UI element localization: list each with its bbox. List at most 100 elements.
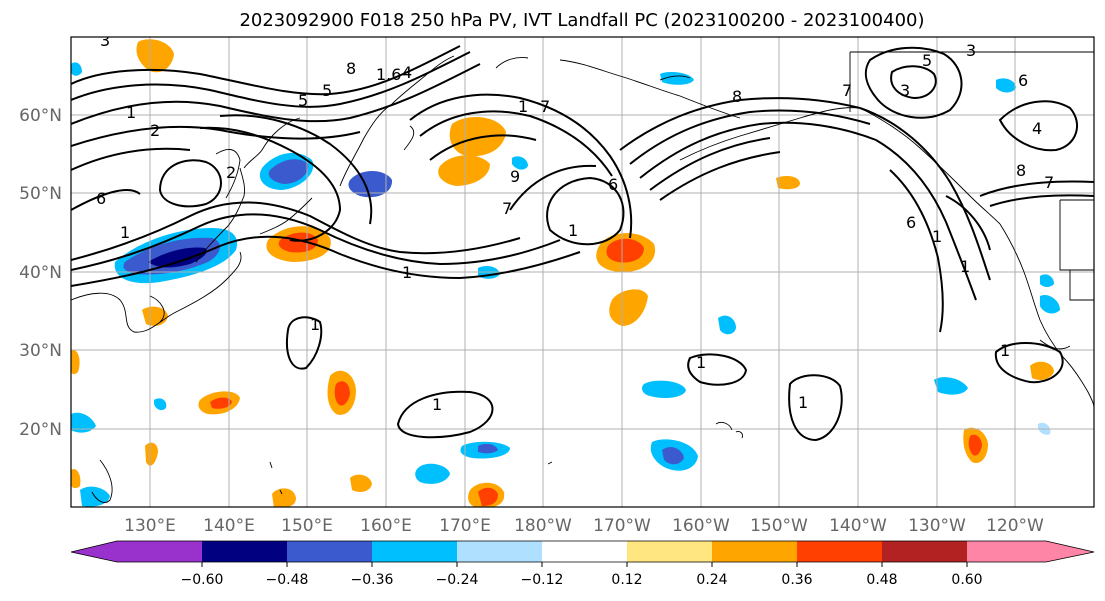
contour-label: 7	[1044, 173, 1054, 192]
contour-label: 7	[502, 199, 512, 218]
positive-patch-sub-a-core	[210, 397, 232, 409]
positive-patch-sub-c-core	[968, 434, 982, 456]
negative-patch-sub-e	[934, 377, 968, 395]
negative-patch-sub-b-core	[662, 447, 684, 465]
positive-patch-sub-g	[145, 442, 158, 466]
lon-label: 120°W	[986, 516, 1044, 536]
negative-patch-west-small	[71, 62, 82, 76]
contour-label: 1	[518, 97, 528, 116]
positive-patch-west-edge-b	[71, 468, 81, 489]
colorbar-tick-label: 0.48	[866, 572, 897, 588]
positive-patch-sub-d-core	[478, 487, 498, 506]
negative-patch-alaska	[660, 72, 694, 85]
positive-patch-south	[609, 289, 648, 326]
latitude-labels: 60°N 50°N 40°N 30°N 20°N	[19, 106, 62, 440]
negative-patch-sub-i	[1040, 294, 1060, 314]
contour-label: 9	[510, 167, 520, 186]
coastlines	[71, 51, 1094, 503]
positive-patch-sub-e	[272, 488, 296, 507]
colorbar-tick-label: 0.12	[611, 572, 642, 588]
contour-label: 8	[346, 59, 356, 78]
map-panel: 3 5 8 1.6 4 1 2 6 1 1 7 9 1 5 7 1 8 1 6 …	[70, 31, 1095, 508]
colorbar-segment	[627, 541, 713, 562]
negative-patch-japan-core2	[148, 247, 207, 268]
positive-patch-sub-f	[350, 474, 372, 492]
contour-label: 5	[922, 51, 932, 70]
negative-patch-sub-c	[642, 380, 686, 398]
lon-label: 140°E	[203, 516, 255, 536]
contour-label: 1	[932, 227, 942, 246]
contour-label: 4	[402, 63, 412, 82]
lat-label: 50°N	[19, 184, 62, 204]
contour-label: 8	[732, 87, 742, 106]
pv-contours	[71, 45, 1094, 442]
lon-label: 160°E	[360, 516, 412, 536]
lon-label: 160°W	[672, 516, 730, 536]
positive-patch-nw	[136, 39, 174, 73]
lon-label: 130°E	[124, 516, 176, 536]
negative-patch-sub-h	[71, 412, 96, 433]
negative-patch-bering-small	[512, 156, 528, 170]
lon-label: 180°W	[514, 516, 572, 536]
contour-label: 2	[150, 121, 160, 140]
negative-patch-sub-d	[415, 463, 450, 484]
lon-label: 170°E	[439, 516, 491, 536]
colorbar-segment	[372, 541, 458, 562]
colorbar-tick-label: 0.60	[951, 572, 982, 588]
contour-label: 2	[226, 163, 236, 182]
contour-label: 5	[298, 91, 308, 110]
colorbar-segment	[287, 541, 373, 562]
contour-label: 6	[906, 213, 916, 232]
contour-label: 4	[1032, 119, 1042, 138]
contour-label: 3	[100, 31, 110, 50]
colorbar-tick-label: −0.60	[181, 572, 224, 588]
colorbar-segment	[117, 541, 203, 562]
colorbar-segment	[202, 541, 288, 562]
colorbar-segment	[457, 541, 543, 562]
lon-label: 150°E	[281, 516, 333, 536]
longitude-labels: 130°E 140°E 150°E 160°E 170°E 180°W 170°…	[124, 516, 1044, 536]
figure-title: 2023092900 F018 250 hPa PV, IVT Landfall…	[239, 10, 924, 31]
contour-label: 6	[608, 175, 618, 194]
positive-patch-west-edge	[71, 349, 80, 375]
colorbar-tick-label: −0.36	[351, 572, 394, 588]
shaded-field	[71, 39, 1060, 507]
colorbar-max-extend	[1046, 541, 1094, 562]
negative-patch-sub-a-core	[478, 443, 498, 454]
colorbar-tick-label: 0.36	[781, 572, 812, 588]
contour-label: 3	[900, 81, 910, 100]
positive-patch-bering-a	[449, 117, 506, 157]
lat-label: 60°N	[19, 106, 62, 126]
negative-patch-sub-j	[154, 398, 167, 411]
contour-label: 1	[960, 257, 970, 276]
colorbar: −0.60 −0.48 −0.36 −0.24 −0.12 0.12 0.24 …	[70, 540, 1095, 588]
colorbar-segment	[882, 541, 968, 562]
lat-label: 40°N	[19, 263, 62, 283]
contour-label: 8	[1016, 161, 1026, 180]
contour-label: 1	[310, 315, 320, 334]
contour-label: 1	[432, 395, 442, 414]
lon-label: 150°W	[750, 516, 808, 536]
contour-label: 6	[96, 189, 106, 208]
lon-label: 170°W	[593, 516, 651, 536]
positive-patch-bering-b	[438, 155, 490, 186]
colorbar-min-extend	[71, 541, 117, 562]
lon-label: 130°W	[908, 516, 966, 536]
negative-patch-kamchatka	[348, 171, 393, 198]
contour-label: 1	[402, 263, 412, 282]
contour-labels: 3 5 8 1.6 4 1 2 6 1 1 7 9 1 5 7 1 8 1 6 …	[96, 31, 1054, 414]
contour-label: 1	[568, 221, 578, 240]
positive-patch-dateline-core	[606, 238, 644, 263]
lat-label: 30°N	[19, 341, 62, 361]
colorbar-segment	[797, 541, 883, 562]
contour-label: 6	[1018, 71, 1028, 90]
lat-label: 20°N	[19, 420, 62, 440]
colorbar-tick-label: −0.24	[436, 572, 479, 588]
colorbar-segment	[967, 541, 1047, 562]
contour-label: 7	[842, 81, 852, 100]
negative-patch-kuril-core	[268, 159, 309, 184]
contour-label: 1	[120, 223, 130, 242]
colorbar-ticks	[201, 562, 968, 567]
lon-label: 140°W	[829, 516, 887, 536]
